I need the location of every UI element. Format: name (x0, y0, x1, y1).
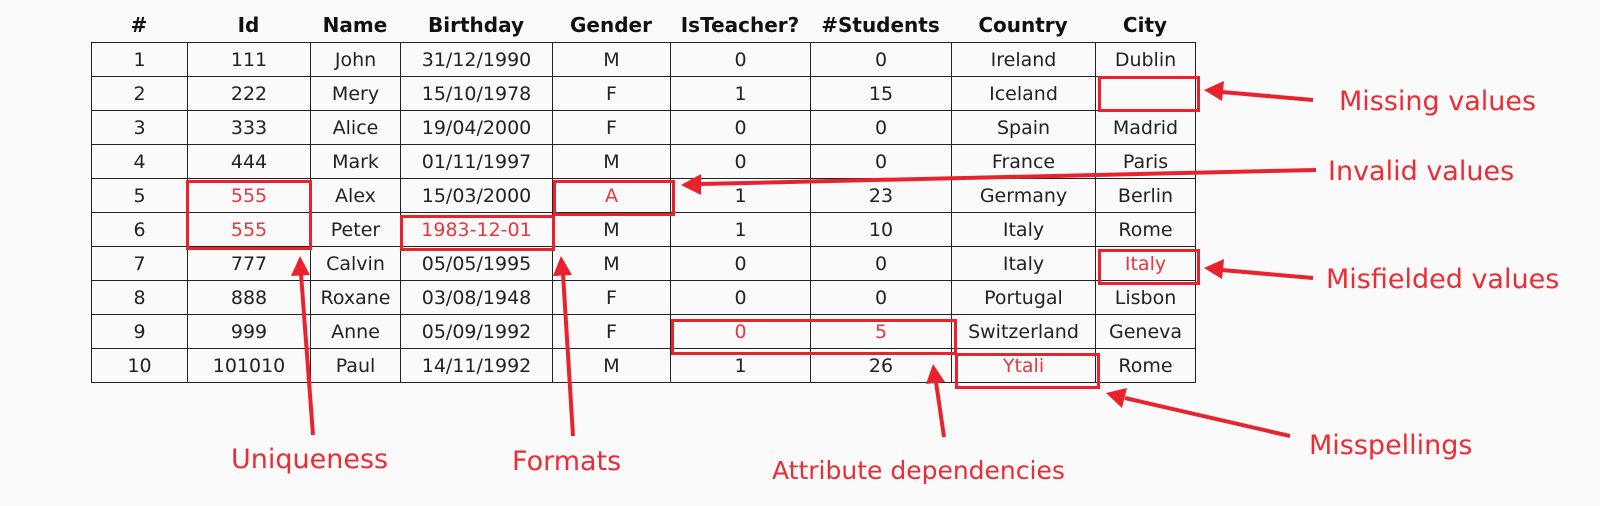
table-cell: Paul (310, 348, 401, 383)
label-invalid-values: Invalid values (1328, 156, 1515, 187)
table-cell: 15/03/2000 (400, 178, 553, 213)
arrow-formats (553, 256, 575, 437)
table-cell: 111 (187, 42, 311, 77)
table-cell: 01/11/1997 (400, 144, 553, 179)
table-cell: Calvin (310, 246, 401, 281)
table-cell: 333 (187, 110, 311, 145)
label-misfielded-values: Misfielded values (1326, 264, 1560, 295)
table-cell: Berlin (1095, 178, 1196, 213)
table-cell: Dublin (1095, 42, 1196, 77)
table-cell: Switzerland (951, 314, 1096, 349)
column-header-city: City (1122, 13, 1168, 37)
table-cell: 101010 (187, 348, 311, 383)
table-cell: 0 (810, 110, 952, 145)
table-cell: M (552, 144, 671, 179)
table-cell: Geneva (1095, 314, 1196, 349)
table-cell: 31/12/1990 (400, 42, 553, 77)
table-cell: 555 (187, 212, 311, 247)
table-cell: 0 (670, 246, 811, 281)
table-cell: 4 (91, 144, 188, 179)
table-cell: F (552, 314, 671, 349)
arrow-invalid-values (681, 168, 1317, 195)
table-row: 5 555 Alex 15/03/2000 A 1 23 Germany Berlin (91, 178, 1196, 213)
arrow-misfielded-values (1204, 259, 1314, 280)
label-attribute-dependencies: Attribute dependencies (772, 456, 1065, 485)
table-cell: 0 (670, 144, 811, 179)
column-header-hash: # (130, 13, 148, 37)
table-cell: 10 (91, 348, 188, 383)
table-cell: Lisbon (1095, 280, 1196, 315)
table-cell: 1 (670, 212, 811, 247)
column-header-id: Id (237, 13, 260, 37)
table-cell: 999 (187, 314, 311, 349)
table-cell: 777 (187, 246, 311, 281)
table-cell: Alex (310, 178, 401, 213)
table-cell: 222 (187, 76, 311, 111)
arrow-uniqueness (291, 256, 315, 436)
arrow-attribute-dependencies (926, 364, 946, 438)
table-cell: Germany (951, 178, 1096, 213)
table-cell: Roxane (310, 280, 401, 315)
table-cell: 0 (670, 280, 811, 315)
table-cell: Italy (951, 212, 1096, 247)
table-cell: M (552, 212, 671, 247)
label-uniqueness: Uniqueness (231, 444, 389, 475)
table-cell: 0 (670, 110, 811, 145)
table-cell: 3 (91, 110, 188, 145)
table-cell: 05/05/1995 (400, 246, 553, 281)
column-header-birthday: Birthday (428, 13, 524, 37)
highlight-box-missing-city (1098, 76, 1200, 112)
column-header-students: #Students (821, 13, 940, 37)
table-cell: John (310, 42, 401, 77)
label-missing-values: Missing values (1339, 86, 1537, 117)
arrow-misspellings (1106, 388, 1291, 438)
highlight-box-duplicate-id (186, 180, 312, 250)
table-cell: 15 (810, 76, 952, 111)
table-cell: 0 (670, 42, 811, 77)
table-cell: Mery (310, 76, 401, 111)
column-header-country: Country (978, 13, 1068, 37)
table-cell: 10 (810, 212, 952, 247)
table-cell: 0 (810, 280, 952, 315)
table-cell: 444 (187, 144, 311, 179)
label-formats: Formats (512, 446, 622, 477)
table-cell: 555 (187, 178, 311, 213)
table-cell: 5 (91, 178, 188, 213)
table-cell: 0 (810, 144, 952, 179)
table-cell: Ireland (951, 42, 1096, 77)
column-header-isteacher: IsTeacher? (680, 13, 800, 37)
column-header-gender: Gender (570, 13, 652, 37)
table-cell: 15/10/1978 (400, 76, 553, 111)
table-cell: Madrid (1095, 110, 1196, 145)
table-row: 1 111 John 31/12/1990 M 0 0 Ireland Dublin (91, 42, 1196, 77)
table-cell: 05/09/1992 (400, 314, 553, 349)
table-cell: 19/04/2000 (400, 110, 553, 145)
highlight-box-misfielded-city (1098, 249, 1200, 285)
table-cell: M (552, 348, 671, 383)
table-cell: Mark (310, 144, 401, 179)
column-header-name: Name (322, 13, 388, 37)
table-cell: Rome (1095, 348, 1196, 383)
highlight-box-invalid-gender (553, 180, 675, 216)
highlight-box-misspelled-country (955, 353, 1100, 389)
label-misspellings: Misspellings (1309, 430, 1473, 461)
table-cell: 1 (91, 42, 188, 77)
table-cell: 1 (670, 76, 811, 111)
table-row: 3 333 Alice 19/04/2000 F 0 0 Spain Madrid (91, 110, 1196, 145)
arrow-missing-values (1204, 81, 1314, 102)
highlight-box-birthday-format (400, 215, 555, 251)
table-cell: Peter (310, 212, 401, 247)
table-cell: M (552, 246, 671, 281)
highlight-box-attribute-dependency (671, 319, 957, 355)
